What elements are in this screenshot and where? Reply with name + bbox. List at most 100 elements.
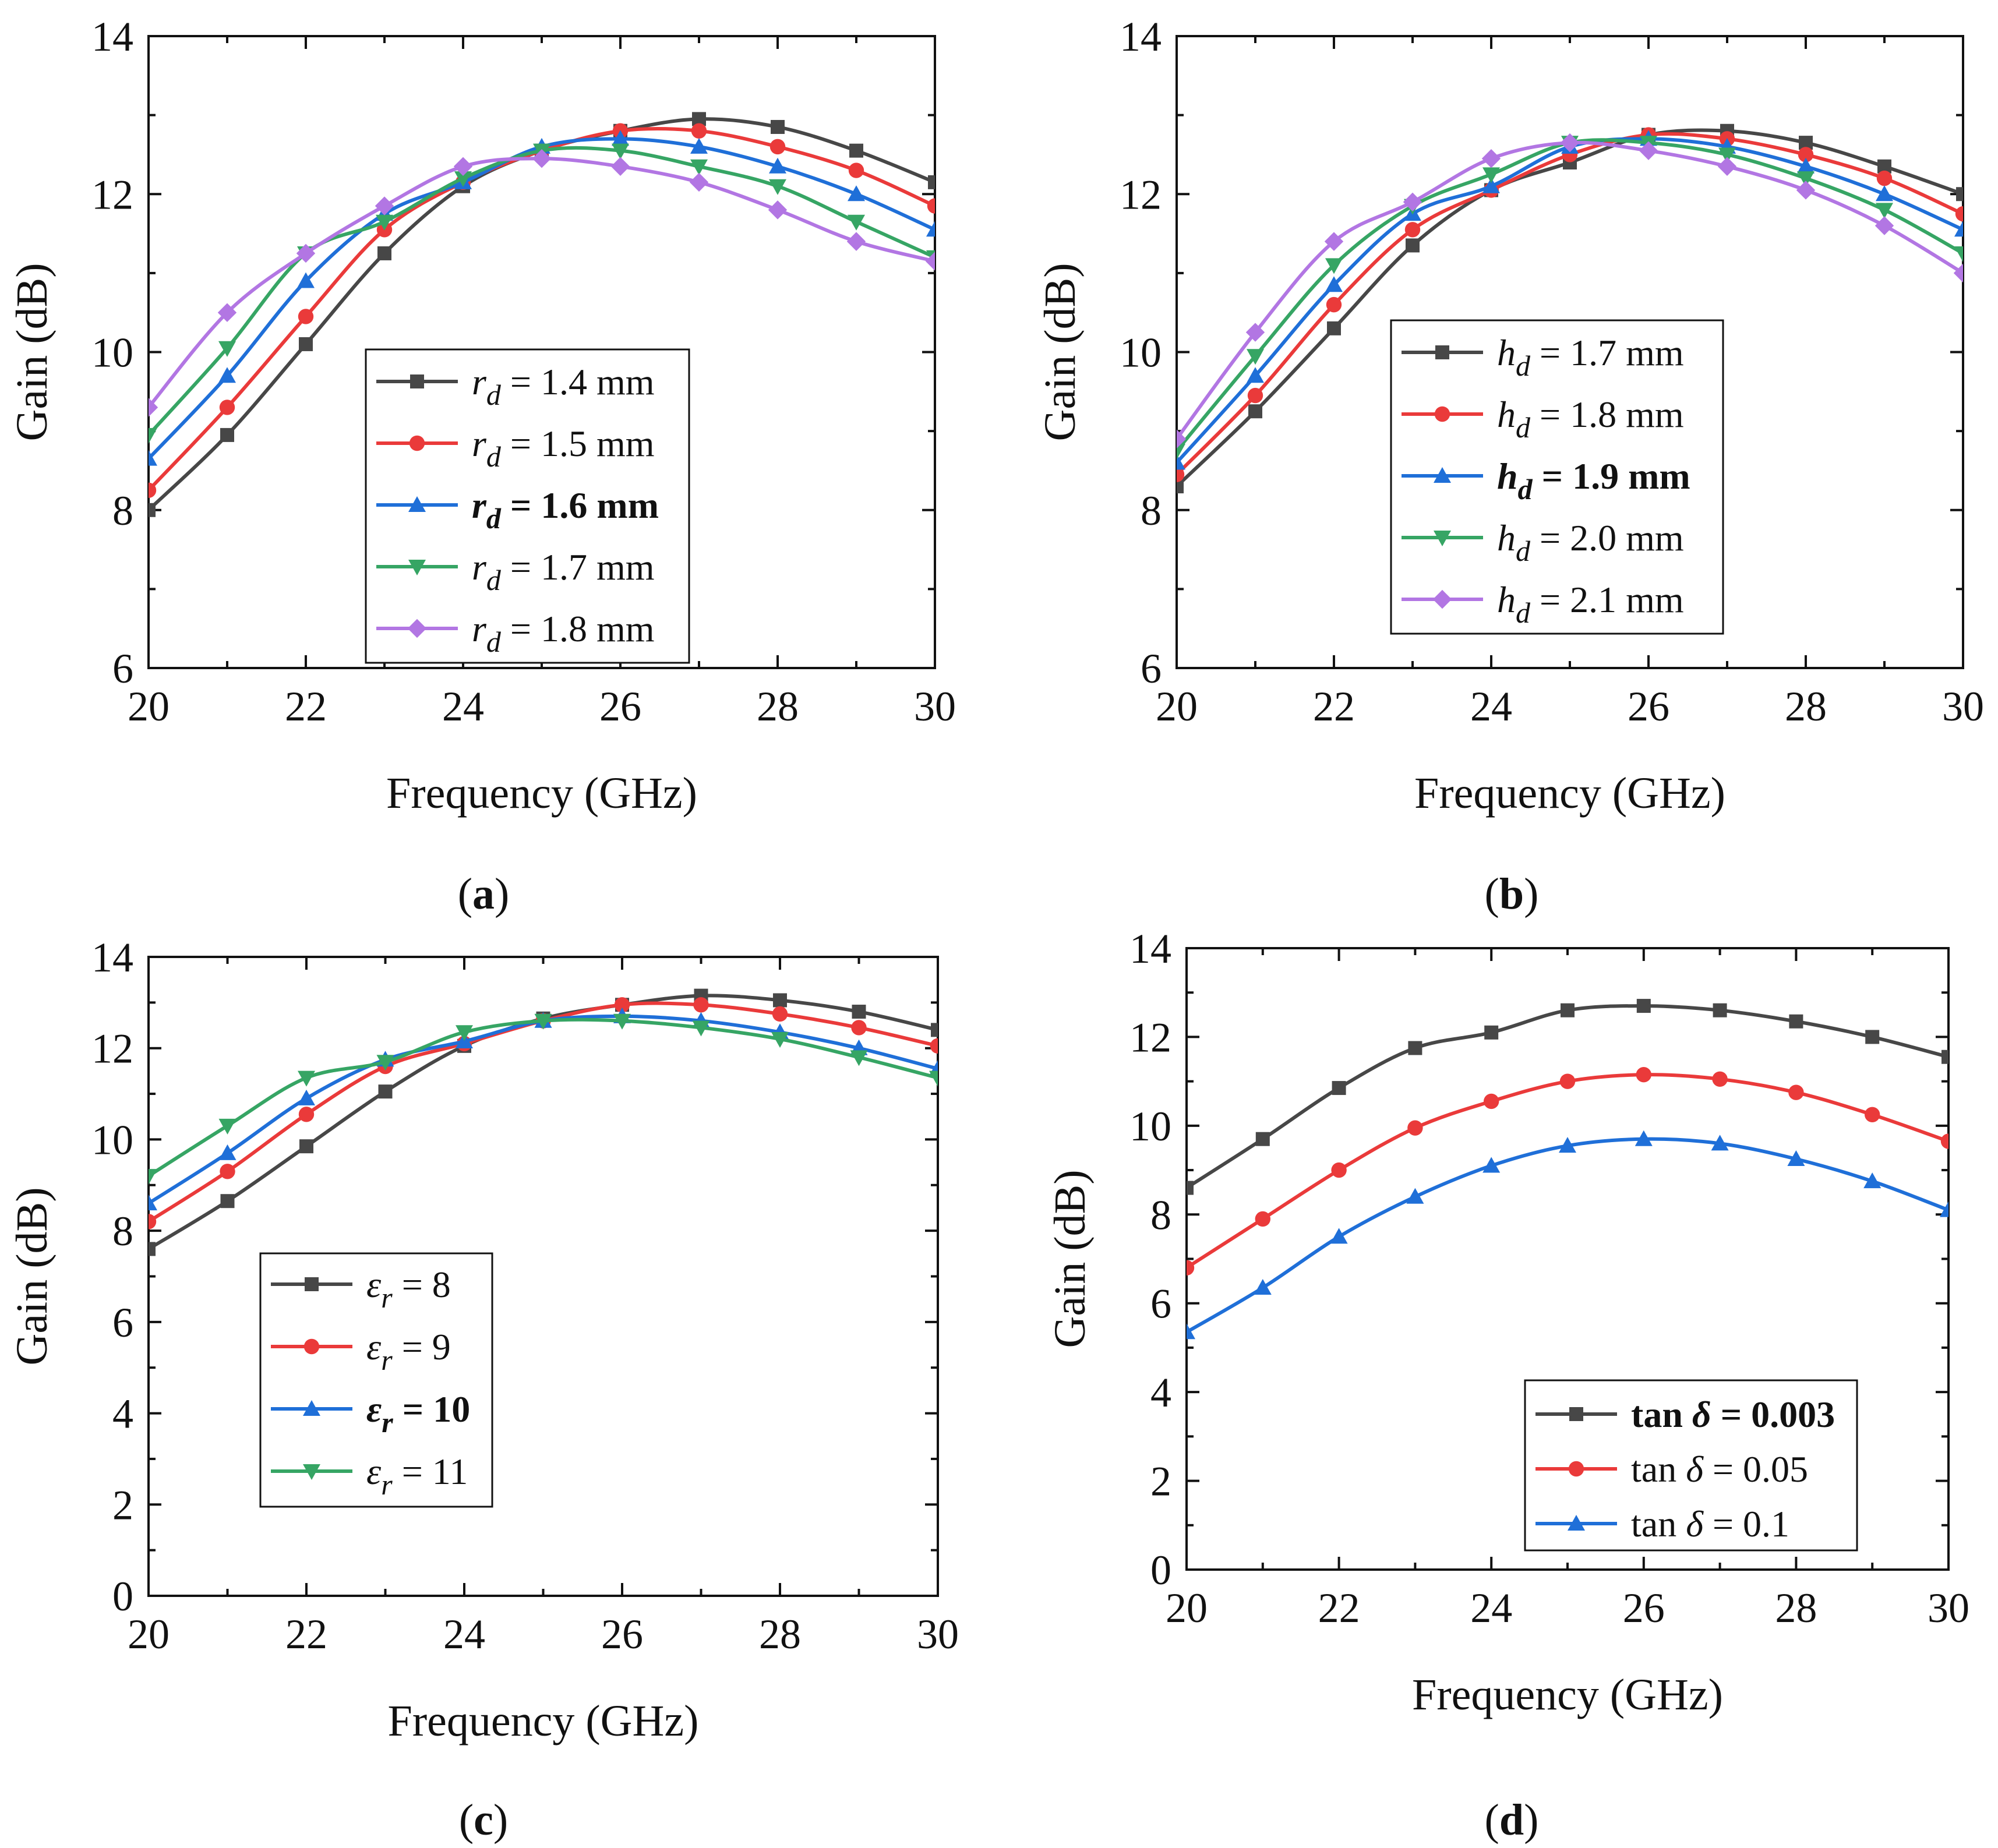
legend-label: tan δ = 0.05 — [1631, 1448, 1808, 1490]
data-point — [298, 1070, 315, 1087]
data-point — [1332, 1081, 1346, 1096]
data-point — [852, 1005, 866, 1019]
x-tick-label: 24 — [443, 1611, 485, 1658]
data-point — [926, 221, 935, 237]
x-tick-label: 22 — [285, 683, 327, 730]
data-point — [1248, 404, 1262, 419]
data-point — [1712, 1071, 1728, 1087]
legend-marker — [1432, 589, 1452, 609]
x-tick-label: 28 — [1785, 683, 1827, 730]
data-point — [1561, 1003, 1575, 1017]
y-axis-label: Gain (dB) — [1036, 263, 1085, 441]
data-point — [1635, 1130, 1653, 1146]
data-point — [1559, 1137, 1576, 1153]
data-point — [614, 997, 630, 1013]
data-point — [1481, 149, 1501, 168]
x-tick-label: 28 — [1775, 1585, 1817, 1631]
data-point — [1177, 467, 1185, 482]
legend: rd = 1.4 mm rd = 1.5 mm rd = 1.6 mm rd = 1.… — [365, 348, 690, 664]
series-line — [1177, 138, 1963, 452]
legend-label: hd = 1.8 mm — [1497, 394, 1684, 444]
y-tick-label: 12 — [91, 1026, 133, 1072]
data-point — [1636, 1067, 1651, 1083]
data-point — [1875, 216, 1894, 235]
data-point — [1796, 181, 1816, 200]
data-point — [149, 398, 158, 417]
data-point — [1187, 1260, 1195, 1275]
panel-caption: (d) — [1485, 1796, 1539, 1845]
data-point — [376, 1055, 394, 1071]
panel-a: 20 22 24 26 28 30 6 8 10 12 14 Frequency (GHz) Gain … — [8, 13, 956, 918]
data-point — [149, 427, 157, 444]
y-tick-label: 2 — [1150, 1458, 1171, 1505]
data-point — [218, 1118, 236, 1135]
data-point — [299, 337, 313, 351]
data-point — [1325, 258, 1343, 274]
data-point — [297, 272, 315, 288]
legend-marker — [1434, 531, 1451, 546]
x-tick-label: 24 — [1470, 1585, 1512, 1631]
x-axis-label: Frequency (GHz) — [388, 1697, 699, 1745]
legend-marker — [303, 1400, 320, 1416]
data-point — [1789, 1014, 1803, 1029]
x-tick-label: 20 — [128, 1611, 170, 1658]
panel-caption: (c) — [459, 1796, 508, 1845]
data-point — [1255, 1132, 1270, 1146]
data-point — [1953, 263, 1963, 283]
panel-caption: (b) — [1485, 870, 1539, 918]
data-point — [925, 252, 935, 271]
data-point — [1326, 296, 1342, 313]
data-point — [927, 198, 935, 214]
legend: εr = 8 εr = 9 εr = 10 εr = 11 — [259, 1252, 493, 1508]
data-point — [690, 159, 708, 175]
x-tick-label: 26 — [1623, 1585, 1665, 1631]
data-point — [375, 196, 394, 215]
data-point — [1711, 1135, 1729, 1151]
data-point — [298, 1107, 315, 1122]
data-point — [930, 1038, 938, 1054]
data-point — [692, 1020, 710, 1037]
y-tick-label: 14 — [91, 934, 133, 981]
data-point — [1876, 203, 1893, 219]
data-point — [1254, 1279, 1272, 1295]
data-point — [298, 309, 314, 324]
data-point — [218, 341, 236, 357]
series-line — [149, 994, 938, 1251]
data-point — [1876, 185, 1893, 202]
data-point — [220, 1164, 235, 1179]
x-tick-label: 22 — [285, 1611, 327, 1658]
y-tick-label: 8 — [1141, 487, 1162, 534]
data-point — [1330, 1228, 1348, 1244]
data-point — [1876, 170, 1893, 186]
x-tick-label: 30 — [1928, 1585, 1969, 1631]
data-point — [691, 123, 707, 139]
data-point — [1327, 321, 1341, 335]
data-point — [1865, 1030, 1880, 1044]
y-tick-label: 8 — [1150, 1192, 1171, 1238]
panel-b: 20 22 24 26 28 30 6 8 10 12 14 Frequency (GHz) Gain … — [1036, 13, 1984, 918]
data-point — [1798, 147, 1814, 162]
data-point — [1324, 232, 1344, 251]
y-tick-label: 14 — [1129, 925, 1171, 972]
data-point — [613, 1013, 631, 1030]
legend-label: rd = 1.4 mm — [472, 361, 655, 411]
series-line — [1177, 128, 1963, 488]
series-line — [149, 157, 935, 409]
legend-marker — [409, 435, 425, 451]
data-point — [928, 175, 935, 189]
data-point — [850, 1050, 868, 1066]
series-line — [149, 1017, 938, 1178]
y-tick-label: 2 — [112, 1482, 133, 1528]
data-point — [1863, 1172, 1881, 1189]
legend-label: rd = 1.5 mm — [472, 423, 655, 473]
data-point — [534, 1013, 552, 1030]
data-point — [1247, 387, 1263, 404]
x-tick-label: 30 — [914, 683, 956, 730]
data-point — [149, 1195, 157, 1211]
legend-marker — [408, 496, 426, 512]
data-point — [848, 185, 865, 202]
data-point — [454, 171, 472, 188]
data-point — [1713, 1003, 1727, 1017]
